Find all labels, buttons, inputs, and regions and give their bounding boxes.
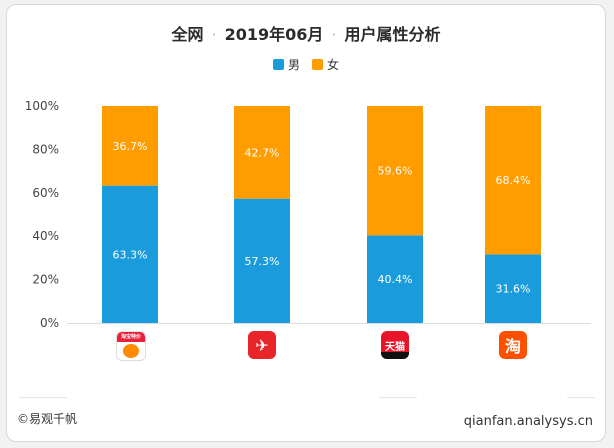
bar-male [367,235,423,323]
bar-chart-plot: 0% 20% 40% 60% 80% 100% 63.3% 36.7% 57.3% 42.7% 40… [19,99,595,398]
y-tick-label: 0% [40,316,59,330]
legend: 男 女 [7,56,605,73]
bar-value-label: 57.3% [245,255,280,268]
bar-value-label: 59.6% [378,165,413,178]
chart-title: 全网 · 2019年06月 · 用户属性分析 [171,25,441,44]
legend-label-male: 男 [287,58,300,72]
y-tick-label: 80% [32,142,59,156]
taobao-icon: 淘 [499,331,527,359]
y-tick-label: 100% [25,99,59,113]
bar-value-label: 36.7% [113,140,148,153]
bar-male [234,198,290,323]
taobao-icon-text: 淘 [504,337,521,356]
kaola-icon-mark: ✈ [255,335,269,355]
tmall-icon-text: 天猫 [385,341,405,353]
tmall-icon: 天猫 [381,331,409,359]
legend-item-female[interactable]: 女 [312,56,339,73]
bar-value-label: 31.6% [496,283,531,296]
bar-value-label: 42.7% [245,146,280,159]
chart-card: 全网 · 2019年06月 · 用户属性分析 男 女 0% 20% 40% 60% 80% 100… [6,4,606,442]
bar-female [234,106,290,199]
y-tick-label: 40% [32,229,59,243]
title-text: 用户属性分析 [344,25,441,44]
bar-male [102,185,158,323]
taobao-tejia-icon-text: 淘宝特价 [120,334,141,340]
legend-item-male[interactable]: 男 [272,56,300,73]
bar-value-label: 68.4% [496,174,531,187]
legend-swatch-male [272,59,284,70]
bar-male [485,254,541,323]
bar-female [102,106,158,186]
y-tick-label: 20% [32,273,59,287]
title-period: 2019年06月 [224,25,324,44]
legend-label-female: 女 [327,58,340,72]
site-link[interactable]: qianfan.analysys.cn [463,414,593,429]
bar-female [485,106,541,255]
bar-value-label: 63.3% [113,248,148,261]
source-label: ©易观千帆 [17,412,78,426]
legend-swatch-female [312,59,323,70]
title-scope: 全网 [171,25,204,44]
kaola-icon: ✈ [248,331,276,359]
bar-female [367,106,423,236]
taobao-tejia-icon: 淘宝特价 [116,331,146,361]
bar-value-label: 40.4% [378,273,413,286]
y-tick-label: 60% [32,186,59,200]
